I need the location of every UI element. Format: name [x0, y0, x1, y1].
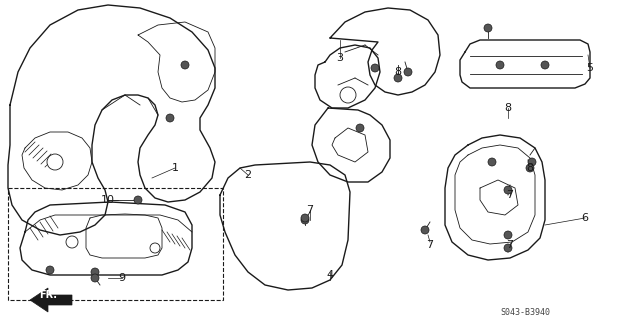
Circle shape — [526, 164, 534, 172]
Text: 7: 7 — [426, 240, 433, 250]
Circle shape — [394, 74, 402, 82]
Circle shape — [504, 186, 512, 194]
Circle shape — [301, 216, 309, 224]
Circle shape — [371, 64, 379, 72]
Text: 1: 1 — [172, 163, 179, 173]
Text: 7: 7 — [307, 205, 314, 215]
Circle shape — [504, 244, 512, 252]
Circle shape — [504, 231, 512, 239]
Text: 7: 7 — [506, 190, 513, 200]
Circle shape — [66, 236, 78, 248]
Circle shape — [496, 61, 504, 69]
Circle shape — [150, 243, 160, 253]
Circle shape — [541, 61, 549, 69]
Text: 6: 6 — [582, 213, 589, 223]
Text: 8: 8 — [394, 67, 401, 77]
Text: 7: 7 — [506, 240, 513, 250]
Circle shape — [134, 196, 142, 204]
Text: 8: 8 — [527, 163, 534, 173]
Text: 10: 10 — [101, 195, 115, 205]
Circle shape — [46, 266, 54, 274]
Circle shape — [404, 68, 412, 76]
Circle shape — [484, 24, 492, 32]
Text: 2: 2 — [244, 170, 252, 180]
Text: 9: 9 — [118, 273, 125, 283]
Circle shape — [91, 268, 99, 276]
Circle shape — [301, 214, 309, 222]
Text: 5: 5 — [586, 63, 593, 73]
Circle shape — [181, 61, 189, 69]
Circle shape — [421, 226, 429, 234]
Circle shape — [356, 124, 364, 132]
Circle shape — [166, 114, 174, 122]
Circle shape — [47, 154, 63, 170]
Circle shape — [91, 274, 99, 282]
Text: 3: 3 — [337, 53, 344, 63]
Text: S043-B3940: S043-B3940 — [500, 308, 550, 317]
Polygon shape — [30, 288, 72, 312]
Circle shape — [488, 158, 496, 166]
Text: FR.: FR. — [39, 290, 57, 300]
Circle shape — [340, 87, 356, 103]
Text: 4: 4 — [326, 270, 333, 280]
Text: 8: 8 — [504, 103, 511, 113]
Circle shape — [528, 158, 536, 166]
